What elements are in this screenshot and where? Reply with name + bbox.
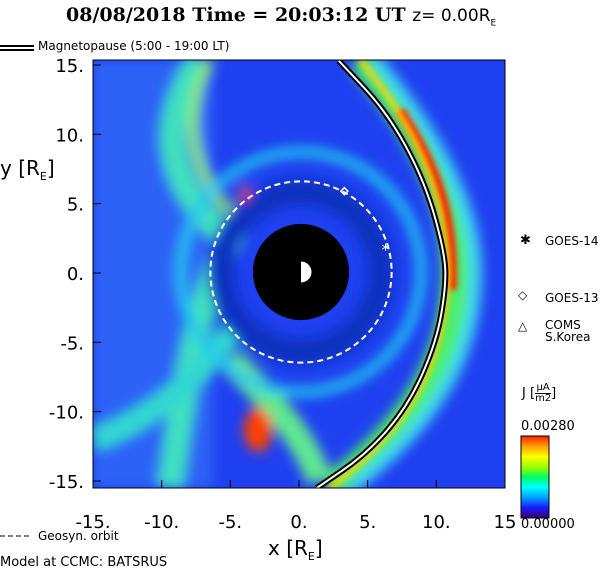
y-tick-label: 15.	[55, 56, 84, 77]
colorbar	[520, 435, 550, 519]
x-tick-label: -5.	[218, 512, 242, 533]
colorbar-min: 0.00000	[521, 517, 575, 532]
colorbar-max: 0.00280	[521, 419, 575, 434]
heatmap-field: *	[93, 60, 505, 488]
x-axis-label: x [RE]	[268, 536, 323, 563]
x-tick-label: 0.	[290, 512, 307, 533]
x-tick-label: 5.	[359, 512, 376, 533]
y-tick-label: -10.	[49, 403, 84, 424]
axis-ticks: -15. -10. -5. 0. 5. 10. 15 15. 10. 5. 0. -5. -10. -15…	[49, 56, 517, 533]
coms-label: COMS S.Korea	[545, 318, 591, 344]
y-tick-label: -5.	[60, 333, 84, 354]
geosync-orbit	[209, 180, 393, 364]
x-tick-label: 10.	[422, 512, 451, 533]
x-tick-label: -15.	[75, 512, 110, 533]
y-tick-label: 0.	[67, 264, 84, 285]
x-tick-label: 15	[494, 512, 517, 533]
goes14-label: GOES-14	[545, 234, 599, 248]
plot-title: 08/08/2018 Time = 20:03:12 UT z= 0.00RE	[66, 4, 497, 29]
x-tick-label: -10.	[144, 512, 179, 533]
colorbar-label: J [μA m2]	[522, 382, 557, 404]
y-tick-label: 10.	[55, 125, 84, 146]
magnetopause-legend: Magnetopause (5:00 - 19:00 LT)	[38, 39, 230, 53]
goes14-legend-symbol: ✱	[520, 233, 531, 248]
goes14-marker: *	[382, 240, 390, 259]
goes13-legend-symbol: ◇	[518, 288, 528, 302]
coms-legend-symbol: △	[518, 319, 528, 333]
geosyn-legend: Geosyn. orbit	[38, 529, 119, 543]
y-tick-label: 5.	[67, 195, 84, 216]
y-axis-label: y [RE]	[0, 156, 55, 183]
goes13-marker	[339, 186, 349, 196]
footer-credit: Model at CCMC: BATSRUS	[0, 555, 168, 570]
y-tick-label: -15.	[49, 472, 84, 493]
goes13-label: GOES-13	[545, 291, 599, 305]
